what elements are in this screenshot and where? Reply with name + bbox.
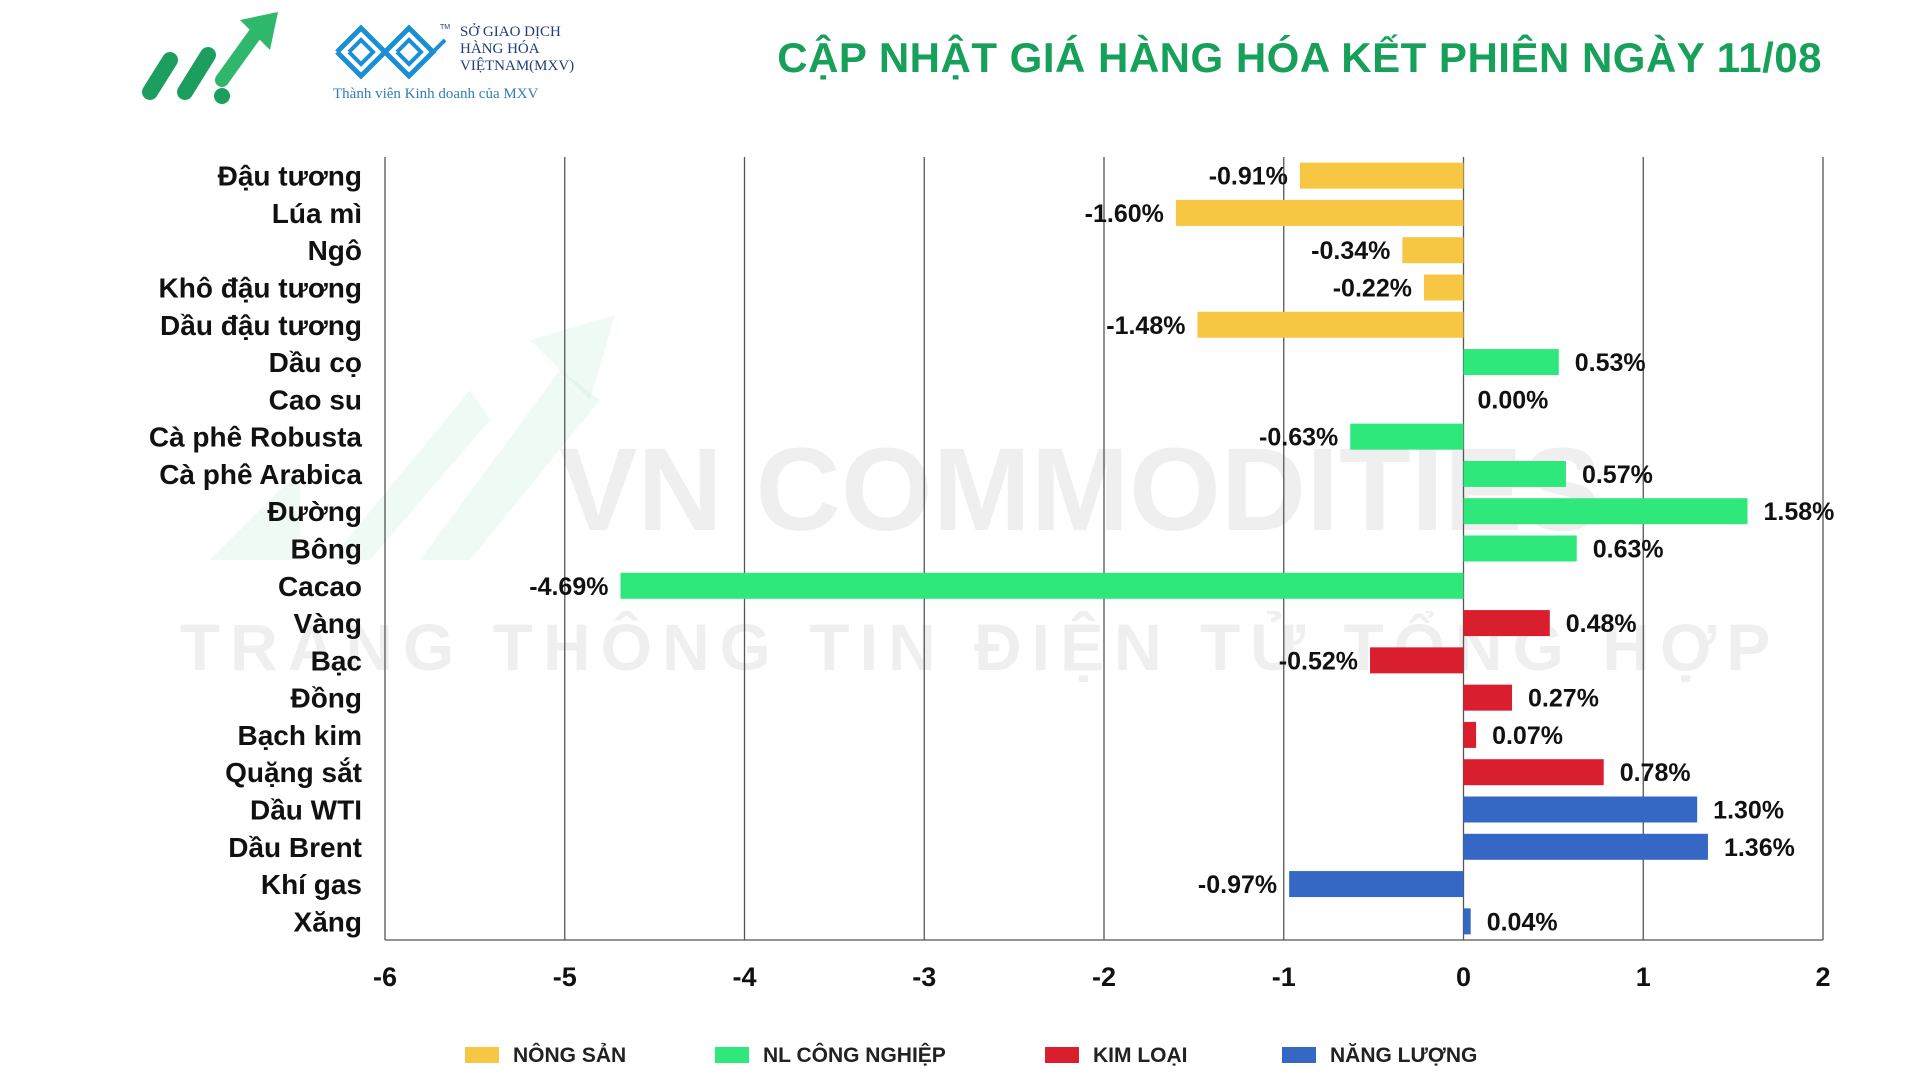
legend-label: NĂNG LƯỢNG (1330, 1044, 1478, 1067)
bar (1423, 274, 1464, 301)
value-label: 0.04% (1487, 908, 1558, 936)
bar (1463, 610, 1550, 637)
legend-label: KIM LOẠI (1093, 1044, 1188, 1067)
x-tick-label: -2 (1092, 962, 1116, 992)
category-label: Đậu tương (218, 161, 362, 192)
value-label: -1.48% (1106, 312, 1185, 340)
category-label: Cà phê Robusta (149, 422, 363, 453)
category-label: Dầu cọ (269, 347, 362, 378)
value-label: 0.63% (1593, 536, 1664, 564)
category-label: Đường (267, 496, 362, 527)
value-label: 1.58% (1764, 498, 1835, 526)
category-label: Dầu đậu tương (160, 310, 362, 341)
value-label: 0.48% (1566, 610, 1637, 638)
bar (1463, 498, 1748, 525)
value-label: -0.34% (1311, 237, 1390, 265)
company-logo-icon (142, 12, 278, 104)
category-label: Bạc (311, 645, 362, 676)
value-label: -0.22% (1333, 275, 1412, 303)
bar (1463, 535, 1577, 562)
value-label: -4.69% (529, 573, 608, 601)
x-tick-label: 1 (1636, 962, 1651, 992)
category-label: Bông (290, 534, 362, 565)
value-label: 0.53% (1575, 349, 1646, 377)
category-label: Cacao (278, 571, 362, 602)
value-label: 0.07% (1492, 722, 1563, 750)
value-label: 0.78% (1620, 759, 1691, 787)
legend-swatch (1045, 1047, 1079, 1063)
category-label: Đồng (290, 683, 362, 714)
value-label: 1.36% (1724, 834, 1795, 862)
mxv-subtitle: Thành viên Kinh doanh của MXV (333, 86, 539, 102)
bar (1175, 199, 1464, 226)
grid-lines (384, 157, 1824, 941)
category-labels: Đậu tương Lúa mì Ngô Khô đậu tương Dầu đậu t… (149, 161, 363, 938)
category-label: Dầu WTI (250, 795, 362, 826)
bar-chart: VN COMMODITIES TRANG THÔNG TIN ĐIỆN TỬ T… (149, 157, 1834, 992)
value-labels: -0.91% -1.60% -0.34% -0.22% -1.48% 0.53% 0.00%… (529, 163, 1834, 937)
category-label: Cà phê Arabica (159, 459, 362, 490)
value-label: -0.63% (1259, 424, 1338, 452)
legend-label: NL CÔNG NGHIỆP (763, 1044, 946, 1067)
bar (1289, 871, 1464, 898)
page-title: CẬP NHẬT GIÁ HÀNG HÓA KẾT PHIÊN NGÀY 11/… (777, 34, 1822, 81)
mxv-logo-icon (335, 24, 447, 80)
x-tick-label: 0 (1456, 962, 1471, 992)
bar (1463, 796, 1698, 823)
bars (620, 162, 1748, 935)
value-label: -0.97% (1198, 871, 1277, 899)
bar (1299, 162, 1464, 189)
bar (1463, 759, 1604, 786)
category-label: Khô đậu tương (159, 273, 362, 304)
bar (1402, 237, 1464, 264)
value-label: -1.60% (1085, 200, 1164, 228)
category-label: Lúa mì (272, 198, 362, 229)
category-label: Khí gas (261, 869, 362, 900)
x-tick-label: -5 (553, 962, 577, 992)
category-label: Quặng sắt (225, 757, 362, 788)
mxv-line-3: VIỆTNAM(MXV) (460, 58, 575, 74)
bar (620, 572, 1464, 599)
value-label: 1.30% (1713, 797, 1784, 825)
bar (1463, 908, 1471, 935)
legend-swatch (715, 1047, 749, 1063)
category-label: Vàng (294, 608, 362, 639)
legend-swatch (1282, 1047, 1316, 1063)
category-label: Xăng (294, 906, 362, 937)
x-tick-label: -6 (373, 962, 397, 992)
x-tick-label: 2 (1815, 962, 1830, 992)
bar (1463, 721, 1477, 748)
header: SỞ GIAO DỊCH HÀNG HÓA VIỆTNAM(MXV) TM Th… (0, 0, 1920, 130)
mxv-trademark: TM (440, 24, 451, 31)
category-label: Cao su (269, 384, 362, 415)
bar (1463, 460, 1566, 487)
legend-label: NÔNG SẢN (513, 1044, 627, 1067)
bar (1463, 833, 1708, 860)
legend-swatch (465, 1047, 499, 1063)
x-tick-label: -3 (912, 962, 936, 992)
value-label: 0.00% (1478, 386, 1549, 414)
bar (1463, 684, 1513, 711)
value-label: -0.52% (1279, 647, 1358, 675)
x-tick-label: -1 (1272, 962, 1296, 992)
bar (1350, 423, 1464, 450)
category-label: Ngô (308, 235, 362, 266)
bar (1370, 647, 1464, 674)
x-tick-label: -4 (732, 962, 756, 992)
category-label: Bạch kim (238, 720, 363, 751)
value-label: 0.57% (1582, 461, 1653, 489)
bar (1463, 349, 1559, 376)
mxv-line-1: SỞ GIAO DỊCH (460, 24, 561, 40)
mxv-line-2: HÀNG HÓA (460, 41, 540, 57)
category-label: Dầu Brent (228, 832, 362, 863)
x-axis-tick-labels: -6 -5 -4 -3 -2 -1 0 1 2 (373, 962, 1831, 992)
value-label: -0.91% (1209, 163, 1288, 191)
value-label: 0.27% (1528, 685, 1599, 713)
watermark: VN COMMODITIES TRANG THÔNG TIN ĐIỆN TỬ T… (180, 315, 1770, 684)
mxv-name: SỞ GIAO DỊCH HÀNG HÓA VIỆTNAM(MXV) (460, 24, 574, 75)
bar (1197, 311, 1464, 338)
